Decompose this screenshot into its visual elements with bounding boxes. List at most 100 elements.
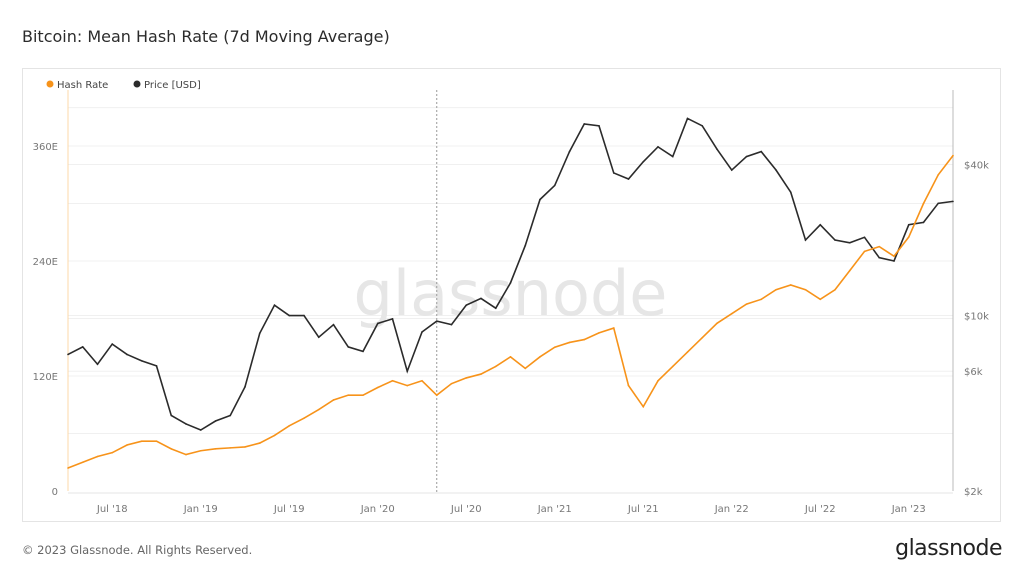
price-point (303, 314, 305, 317)
hash-rate-point (642, 405, 645, 408)
y-left-tick-label: 360E (33, 142, 58, 153)
hash-rate-point (288, 425, 291, 427)
price-point (553, 184, 556, 187)
hash-rate-point (863, 250, 866, 253)
y-left-tick-label: 120E (33, 372, 58, 383)
price-point (952, 200, 954, 203)
price-point (258, 332, 261, 335)
price-point (598, 125, 600, 127)
hash-rate-point (804, 288, 807, 291)
hash-rate-point (494, 365, 497, 368)
price-point (199, 429, 202, 431)
hash-rate-point (376, 386, 379, 389)
hash-rate-point (539, 356, 541, 358)
y-right-tick-label: $40k (964, 160, 989, 171)
price-point (288, 314, 291, 317)
price-point (376, 322, 379, 325)
hash-rate-point (362, 394, 364, 396)
price-point (848, 241, 851, 244)
price-point (155, 365, 158, 367)
hash-rate-point (834, 288, 836, 291)
price-point (671, 155, 674, 158)
hash-rate-point (140, 440, 143, 442)
price-point (937, 202, 940, 205)
hash-rate-point (170, 448, 173, 450)
price-point (170, 414, 173, 417)
hash-rate-point (509, 356, 512, 358)
glassnode-logo: glassnode (895, 536, 1002, 561)
hash-rate-point (421, 379, 423, 382)
price-point (701, 125, 704, 127)
price-point (273, 304, 276, 306)
hash-rate-point (598, 332, 600, 334)
x-tick-label: Jul '18 (96, 504, 128, 515)
hash-rate-point (612, 327, 615, 329)
price-point (878, 256, 881, 259)
legend-hash-rate-marker (46, 80, 54, 88)
price-point (391, 318, 394, 320)
hash-rate-point (583, 338, 586, 341)
price-point (362, 350, 364, 353)
legend-price-label: Price [USD] (144, 80, 201, 91)
price-point (480, 297, 482, 300)
hash-rate-point (553, 346, 556, 349)
price-point (81, 346, 84, 348)
hash-rate-point (465, 377, 468, 379)
price-point (583, 123, 586, 125)
price-point (789, 191, 792, 194)
hash-rate-point (701, 336, 704, 339)
price-point (494, 307, 497, 309)
price-point (745, 155, 748, 158)
hash-rate-point (199, 449, 202, 452)
price-point (819, 223, 822, 226)
price-point (332, 323, 335, 326)
price-point (642, 160, 645, 163)
price-point (317, 336, 320, 338)
price-point (686, 117, 689, 120)
price-point (450, 323, 453, 326)
price-point (657, 146, 659, 148)
price-point (185, 423, 187, 425)
price-point (421, 331, 423, 333)
price-point (406, 370, 409, 373)
price-point (347, 346, 350, 348)
price-point (126, 353, 128, 356)
hash-rate-point (730, 312, 733, 315)
price-point (863, 236, 866, 239)
hash-rate-point (789, 284, 792, 286)
y-right-tick-label: $2k (964, 487, 983, 498)
x-tick-label: Jan '21 (537, 504, 572, 515)
price-point (214, 420, 217, 422)
hash-rate-point (406, 384, 409, 387)
hash-rate-point (922, 202, 925, 205)
hash-rate-point (303, 417, 305, 419)
hash-rate-point (878, 245, 881, 248)
price-point (907, 223, 910, 226)
hash-rate-point (214, 448, 217, 450)
hash-rate-point (111, 451, 114, 454)
watermark: glassnode (354, 257, 668, 330)
hash-rate-point (435, 394, 438, 396)
price-point (730, 169, 733, 171)
hash-rate-point (96, 455, 99, 458)
x-tick-label: Jan '20 (360, 504, 395, 515)
hash-rate-point (244, 446, 246, 448)
hash-rate-point (760, 298, 763, 301)
hash-rate-point (229, 447, 232, 449)
price-point (244, 386, 246, 388)
price-point (111, 343, 114, 345)
x-tick-label: Jan '19 (183, 504, 218, 515)
x-tick-label: Jul '21 (627, 504, 659, 515)
hash-rate-point (450, 382, 453, 385)
price-point (509, 282, 512, 284)
price-point (465, 304, 468, 306)
legend-hash-rate-label: Hash Rate (57, 80, 108, 91)
hash-rate-point (848, 269, 851, 272)
legend-price-marker (133, 80, 141, 88)
hash-rate-point (893, 255, 895, 258)
hash-rate-point (317, 408, 320, 411)
hash-rate-point (937, 173, 940, 176)
x-tick-label: Jul '19 (273, 504, 305, 515)
x-tick-label: Jan '22 (714, 504, 749, 515)
